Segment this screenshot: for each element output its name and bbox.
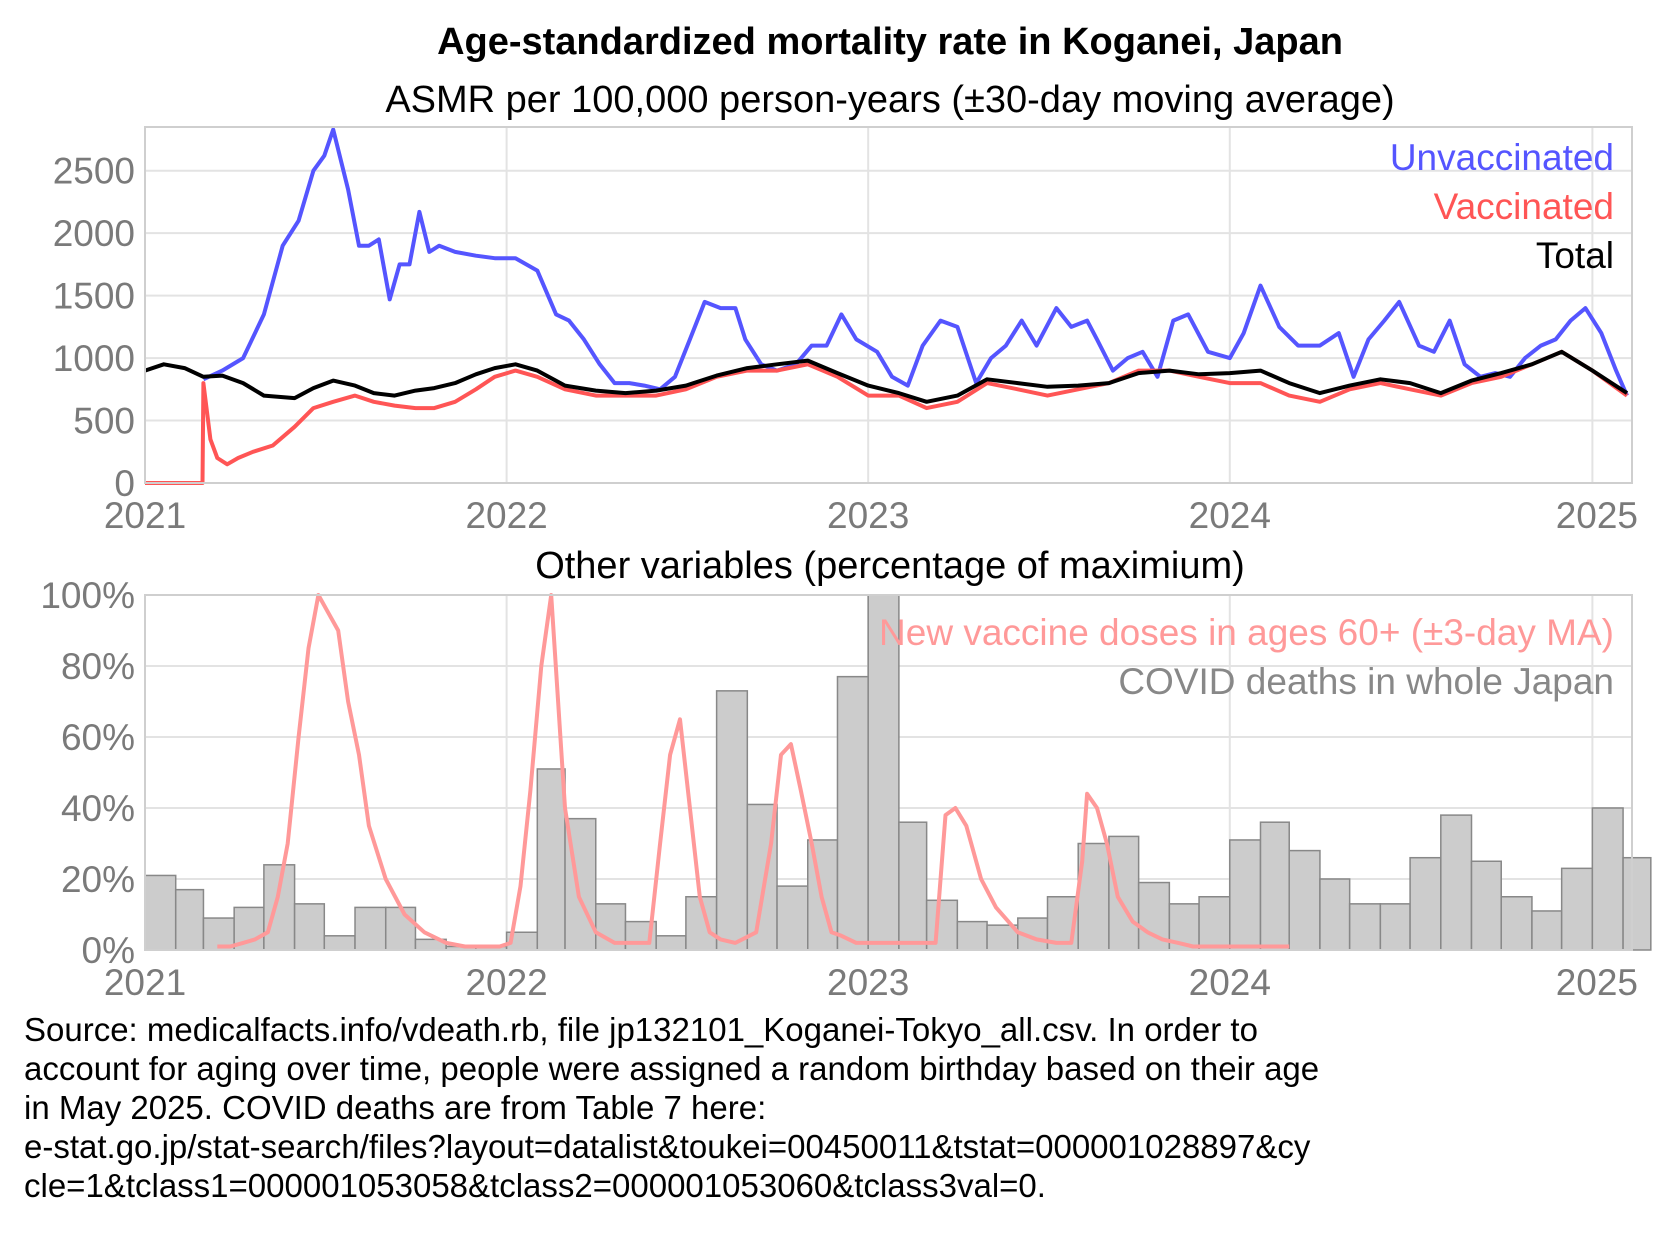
covid-deaths-bar — [293, 903, 326, 951]
other-variables-panel: 0% 20% 40% 60% 80% 100% 2021 2022 2023 2024 2025 Ne… — [40, 575, 1652, 1003]
top-xtick-label: 2021 — [104, 495, 186, 536]
top-ytick-label: 0 — [114, 463, 135, 504]
vaccine-doses-line — [217, 593, 1290, 949]
top-xtick-label: 2025 — [1556, 495, 1638, 536]
chart-title: Age-standardized mortality rate in Kogan… — [437, 21, 1343, 63]
unvaccinated-line — [202, 127, 1629, 397]
covid-deaths-bar — [144, 874, 177, 951]
legend-entry: New vaccine doses in ages 60+ (±3-day MA… — [879, 612, 1614, 653]
covid-deaths-bar — [384, 906, 417, 951]
covid-deaths-bar — [1470, 860, 1502, 951]
top-ytick-label: 1500 — [53, 276, 135, 317]
top-xtick-label: 2022 — [465, 495, 547, 536]
legend-entry: Unvaccinated — [1390, 137, 1614, 178]
vaccinated-line — [145, 349, 1629, 485]
chart-subtitle: ASMR per 100,000 person-years (±30-day m… — [385, 79, 1394, 121]
top-ytick-label: 1000 — [53, 338, 135, 379]
covid-deaths-bar — [263, 864, 296, 951]
top-ytick-label: 2000 — [53, 213, 135, 254]
covid-deaths-bar — [174, 888, 205, 951]
bottom-ytick-label: 60% — [61, 717, 135, 758]
covid-deaths-bar — [1409, 856, 1442, 951]
covid-deaths-bar — [1288, 849, 1321, 951]
covid-deaths-bar — [1560, 867, 1594, 951]
total-line — [144, 349, 1629, 404]
bottom-xtick-label: 2025 — [1556, 962, 1638, 1003]
covid-deaths-bar — [836, 675, 869, 951]
covid-deaths-bar — [1440, 814, 1473, 951]
top-xtick-label: 2023 — [827, 495, 909, 536]
covid-deaths-bar — [1531, 910, 1563, 951]
covid-deaths-bar — [655, 935, 687, 951]
covid-deaths-bar — [715, 690, 749, 951]
bottom-ytick-label: 40% — [61, 788, 135, 829]
top-xtick-label: 2024 — [1189, 495, 1271, 536]
bottom-xtick-label: 2021 — [104, 962, 186, 1003]
covid-deaths-bar — [1591, 807, 1624, 951]
covid-deaths-bar — [1198, 896, 1231, 951]
bottom-ytick-label: 0% — [82, 930, 135, 971]
bottom-ytick-label: 80% — [61, 646, 135, 687]
bottom-xtick-label: 2022 — [465, 962, 547, 1003]
top-ytick-label: 500 — [73, 401, 135, 442]
covid-deaths-bar — [1108, 835, 1140, 951]
asmr-panel: 0 500 1000 1500 2000 2500 2021 2022 2023 2024 2025… — [53, 126, 1638, 536]
covid-deaths-bar — [354, 906, 387, 951]
covid-deaths-bar — [536, 768, 566, 951]
covid-deaths-bar — [323, 935, 356, 951]
covid-deaths-bar — [1622, 856, 1652, 951]
bottom-xtick-label: 2023 — [827, 962, 909, 1003]
covid-deaths-bar — [1229, 839, 1262, 951]
bottom-ytick-label: 100% — [40, 575, 135, 616]
covid-deaths-bar — [1259, 821, 1290, 951]
source-note: Source: medicalfacts.info/vdeath.rb, fil… — [24, 1011, 1320, 1204]
legend-entry: Vaccinated — [1434, 186, 1614, 227]
bottom-plot-frame — [144, 594, 1633, 951]
covid-deaths-bar — [776, 885, 809, 951]
legend-entry: COVID deaths in whole Japan — [1118, 661, 1614, 702]
legend-entry: Total — [1536, 235, 1614, 276]
covid-deaths-bar — [1348, 903, 1382, 951]
covid-deaths-bar — [956, 920, 988, 951]
bottom-xtick-label: 2024 — [1189, 962, 1271, 1003]
covid-deaths-bar — [1379, 903, 1411, 951]
covid-deaths-bar — [1500, 896, 1533, 951]
covid-deaths-bar — [898, 821, 928, 951]
bottom-panel-title: Other variables (percentage of maximium) — [535, 545, 1245, 587]
top-ytick-label: 2500 — [53, 151, 135, 192]
bottom-ytick-label: 20% — [61, 859, 135, 900]
top-plot-frame — [144, 126, 1633, 484]
covid-deaths-bar — [1319, 878, 1351, 951]
